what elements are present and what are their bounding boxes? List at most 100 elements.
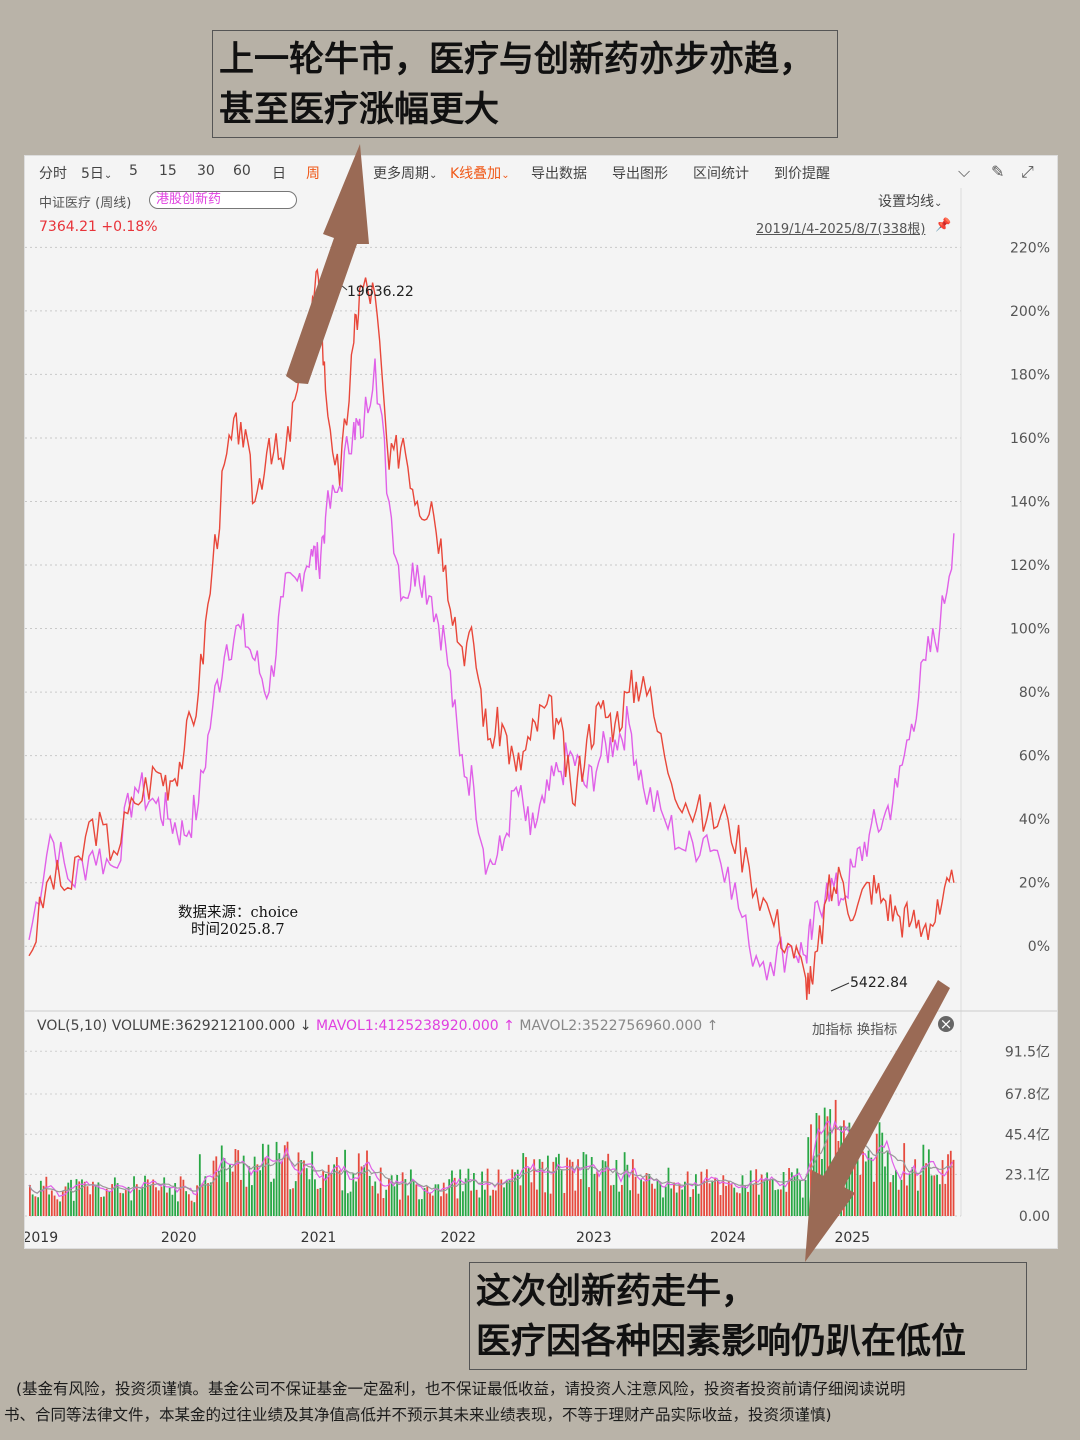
- series-line-3: [28, 267, 955, 1000]
- volume-bar: [516, 1169, 519, 1216]
- volume-bar: [456, 1198, 459, 1216]
- volume-bar: [560, 1170, 563, 1216]
- y-tick-label: 120%: [1010, 558, 1050, 574]
- volume-bar: [782, 1172, 785, 1216]
- volume-bar: [752, 1183, 755, 1216]
- volume-bar: [908, 1173, 911, 1216]
- volume-bar: [779, 1189, 782, 1216]
- volume-bar: [341, 1190, 344, 1216]
- volume-bar: [716, 1180, 719, 1216]
- date-range[interactable]: 2019/1/4-2025/8/7(338根): [756, 222, 926, 237]
- volume-bar: [642, 1181, 645, 1216]
- volume-bar: [445, 1193, 448, 1216]
- tab-5min[interactable]: 5: [129, 163, 138, 179]
- annotation-bottom-line1: 这次创新药走牛，: [476, 1272, 757, 1312]
- close-icon[interactable]: ×: [938, 1015, 954, 1033]
- volume-bar: [906, 1185, 908, 1216]
- volume-bar: [102, 1196, 105, 1216]
- volume-bar: [568, 1159, 571, 1216]
- tab-intraday[interactable]: 分时: [39, 166, 67, 182]
- volume-bar: [916, 1190, 919, 1216]
- volume-bar: [286, 1141, 289, 1216]
- tab-5day[interactable]: 5日⌄: [81, 166, 113, 182]
- annotation-top: 上一轮牛市，医疗与创新药亦步亦趋， 甚至医疗涨幅更大: [212, 30, 838, 138]
- source-note: 数据来源：choice 时间2025.8.7: [178, 905, 298, 939]
- volume-bar: [648, 1173, 651, 1216]
- price-alert-button[interactable]: 到价提醒: [774, 166, 830, 182]
- volume-bar: [138, 1189, 141, 1216]
- volume-bar: [135, 1184, 138, 1216]
- export-data-button[interactable]: 导出数据: [531, 166, 587, 182]
- volume-bar: [229, 1164, 231, 1216]
- trough-pointer: [830, 982, 850, 992]
- trough-label: 5422.84: [850, 975, 908, 991]
- volume-bar: [500, 1179, 503, 1216]
- annotation-top-line1: 上一轮牛市，医疗与创新药亦步亦趋，: [219, 40, 815, 80]
- volume-bar: [714, 1177, 716, 1216]
- volume-bar: [72, 1200, 75, 1216]
- volume-bar: [305, 1168, 308, 1216]
- volume-bar: [626, 1164, 629, 1216]
- volume-bar: [631, 1159, 634, 1216]
- volume-bar: [853, 1124, 856, 1216]
- fullscreen-icon[interactable]: ⤢: [1021, 162, 1034, 181]
- range-stats-button[interactable]: 区间统计: [693, 166, 749, 182]
- y-tick-label: 40%: [1019, 812, 1050, 828]
- volume-bar: [89, 1194, 92, 1216]
- volume-bar: [936, 1174, 938, 1216]
- volume-bar: [185, 1191, 188, 1216]
- volume-bar: [67, 1182, 70, 1216]
- volume-bar: [294, 1181, 297, 1216]
- volume-bar: [61, 1190, 64, 1216]
- volume-bar: [431, 1195, 434, 1216]
- volume-bar: [640, 1178, 642, 1216]
- volume-bar: [859, 1174, 862, 1216]
- more-periods-dropdown[interactable]: 更多周期⌄: [373, 166, 438, 182]
- volume-bar: [692, 1189, 695, 1216]
- volume-bar: [851, 1164, 854, 1216]
- volume-bar: [818, 1115, 821, 1216]
- volume-bar: [678, 1183, 681, 1216]
- volume-bar: [212, 1160, 215, 1216]
- date-line: 时间2025.8.7: [191, 922, 285, 938]
- volume-bar: [333, 1164, 336, 1216]
- volume-bar: [335, 1157, 338, 1216]
- volume-bar: [481, 1171, 484, 1216]
- volume-bar: [730, 1184, 733, 1216]
- pin-icon[interactable]: 📌: [935, 218, 952, 233]
- indicator-actions[interactable]: 加指标 换指标: [812, 1022, 898, 1038]
- tab-15min[interactable]: 15: [159, 163, 177, 179]
- volume-bar: [401, 1172, 404, 1216]
- chevron-down-circle-icon[interactable]: ⌵: [958, 162, 971, 181]
- volume-bar: [681, 1189, 684, 1216]
- volume-bar: [804, 1180, 807, 1216]
- chart-panel: 分时 5日⌄ 5 15 30 60 日 周 更多周期⌄ K线叠加⌄ 导出数据 导…: [24, 155, 1058, 1249]
- tab-day[interactable]: 日: [272, 166, 286, 182]
- volume-bar: [601, 1160, 604, 1216]
- volume-bar: [618, 1191, 621, 1216]
- volume-bar: [823, 1107, 826, 1216]
- volume-bar: [122, 1193, 124, 1216]
- tab-week[interactable]: 周: [306, 166, 320, 182]
- volume-bar: [78, 1181, 81, 1216]
- volume-bar: [448, 1179, 451, 1216]
- volume-bar: [511, 1169, 514, 1216]
- volume-bar: [278, 1153, 281, 1216]
- volume-bar: [927, 1149, 930, 1216]
- tab-30min[interactable]: 30: [197, 163, 215, 179]
- volume-bar: [407, 1195, 410, 1216]
- volume-bar: [94, 1185, 97, 1216]
- volume-bar: [796, 1168, 799, 1216]
- export-image-button[interactable]: 导出图形: [612, 166, 668, 182]
- volume-bar: [396, 1174, 399, 1216]
- x-tick-label: 2022: [440, 1230, 476, 1246]
- volume-bar: [785, 1191, 788, 1216]
- tab-60min[interactable]: 60: [233, 163, 251, 179]
- volume-bar: [144, 1175, 146, 1216]
- volume-bar: [434, 1184, 437, 1216]
- overlay-pill[interactable]: 港股创新药: [149, 191, 297, 209]
- kline-overlay-dropdown[interactable]: K线叠加⌄: [450, 166, 510, 182]
- ma-setting-button[interactable]: 设置均线⌄: [878, 194, 943, 210]
- pen-icon[interactable]: ✎: [991, 162, 1005, 181]
